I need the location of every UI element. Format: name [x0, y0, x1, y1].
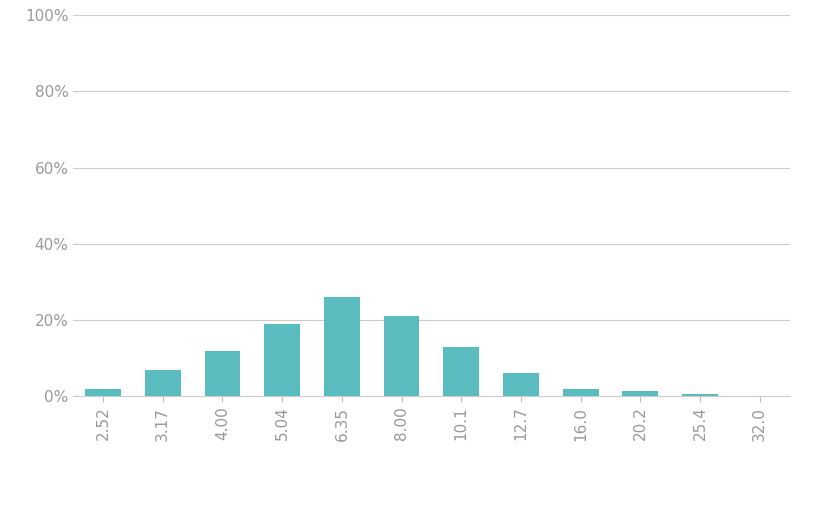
Bar	[383, 316, 419, 396]
Bar	[145, 370, 181, 396]
Bar	[444, 346, 479, 396]
Bar	[623, 391, 659, 396]
Bar	[324, 297, 360, 396]
Bar	[204, 351, 240, 396]
Bar	[265, 324, 300, 396]
Bar	[503, 373, 539, 396]
Bar	[562, 389, 598, 396]
Bar	[85, 389, 121, 396]
Bar	[682, 394, 718, 396]
